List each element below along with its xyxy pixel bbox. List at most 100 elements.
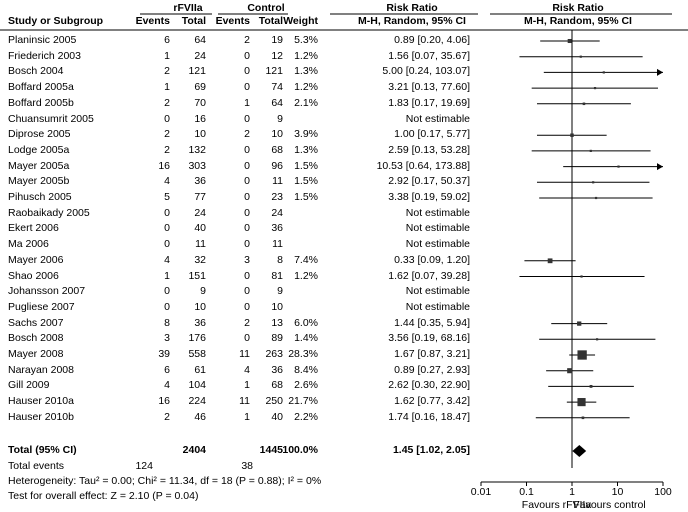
study-total2: 19 [271, 34, 283, 47]
point-estimate-marker [582, 417, 585, 420]
study-events1: 2 [164, 411, 170, 424]
study-events2: 0 [244, 81, 250, 94]
study-events2: 2 [244, 317, 250, 330]
study-name: Mayer 2005a [8, 160, 69, 173]
point-estimate-marker [577, 321, 581, 325]
study-weight: 1.5% [294, 191, 318, 204]
point-estimate-marker [595, 197, 597, 199]
study-total1: 558 [188, 348, 206, 361]
study-weight: 2.2% [294, 411, 318, 424]
total-label: Total (95% CI) [8, 444, 77, 457]
study-ci-text: 3.38 [0.19, 59.02] [388, 191, 470, 204]
study-events2: 0 [244, 50, 250, 63]
study-ci-text: Not estimable [406, 238, 470, 251]
study-total1: 64 [194, 34, 206, 47]
point-estimate-marker [548, 258, 553, 263]
study-total1: 176 [188, 332, 206, 345]
study-events2: 0 [244, 238, 250, 251]
study-events1: 4 [164, 379, 170, 392]
total-ci-text: 1.45 [1.02, 2.05] [393, 444, 470, 457]
study-total2: 36 [271, 364, 283, 377]
study-events1: 0 [164, 207, 170, 220]
study-total2: 250 [265, 395, 283, 408]
study-total1: 132 [188, 144, 206, 157]
study-events2: 2 [244, 34, 250, 47]
study-weight: 28.3% [288, 348, 318, 361]
study-total1: 69 [194, 81, 206, 94]
study-name: Gill 2009 [8, 379, 49, 392]
study-total2: 40 [271, 411, 283, 424]
study-events1: 0 [164, 285, 170, 298]
ci-arrow [657, 163, 663, 170]
point-estimate-marker [583, 103, 586, 106]
study-total2: 9 [277, 285, 283, 298]
study-events1: 3 [164, 332, 170, 345]
study-weight: 1.3% [294, 144, 318, 157]
total-events-label: Total events [8, 460, 64, 473]
study-total2: 74 [271, 81, 283, 94]
study-ci-text: 1.62 [0.07, 39.28] [388, 270, 470, 283]
study-total1: 121 [188, 65, 206, 78]
study-events2: 4 [244, 364, 250, 377]
ci-arrow [657, 69, 663, 76]
study-ci-text: 0.33 [0.09, 1.20] [394, 254, 470, 267]
study-ci-text: Not estimable [406, 113, 470, 126]
study-ci-text: 2.92 [0.17, 50.37] [388, 175, 470, 188]
study-weight: 1.4% [294, 332, 318, 345]
study-events2: 0 [244, 175, 250, 188]
total-n2: 1445 [260, 444, 283, 457]
study-total1: 303 [188, 160, 206, 173]
study-total1: 77 [194, 191, 206, 204]
total-weight: 100.0% [282, 444, 318, 457]
x-tick-label: 100 [583, 486, 688, 499]
study-total1: 36 [194, 175, 206, 188]
total-events2: 38 [241, 460, 253, 473]
study-name: Pihusch 2005 [8, 191, 72, 204]
col-header-total1: Total [182, 15, 206, 28]
study-events1: 0 [164, 301, 170, 314]
study-weight: 2.6% [294, 379, 318, 392]
study-events1: 0 [164, 222, 170, 235]
study-name: Boffard 2005a [8, 81, 74, 94]
study-ci-text: 1.00 [0.17, 5.77] [394, 128, 470, 141]
study-total2: 64 [271, 97, 283, 110]
study-total2: 11 [272, 175, 283, 188]
study-events2: 2 [244, 128, 250, 141]
study-total1: 70 [194, 97, 206, 110]
study-weight: 3.9% [294, 128, 318, 141]
study-total2: 12 [271, 50, 283, 63]
study-total1: 24 [194, 207, 206, 220]
study-weight: 6.0% [294, 317, 318, 330]
study-total2: 263 [265, 348, 283, 361]
study-ci-text: 0.89 [0.20, 4.06] [394, 34, 470, 47]
group-header-rr-right: Risk Ratio [498, 2, 658, 15]
study-total1: 224 [188, 395, 206, 408]
study-events2: 0 [244, 65, 250, 78]
study-events1: 2 [164, 65, 170, 78]
study-total1: 36 [194, 317, 206, 330]
study-ci-text: 1.56 [0.07, 35.67] [388, 50, 470, 63]
heterogeneity-text: Heterogeneity: Tau² = 0.00; Chi² = 11.34… [8, 475, 321, 488]
study-total1: 40 [194, 222, 206, 235]
col-header-method-right: M-H, Random, 95% CI [498, 15, 658, 28]
study-ci-text: Not estimable [406, 301, 470, 314]
study-total2: 11 [272, 238, 283, 251]
study-total1: 9 [200, 285, 206, 298]
study-events1: 2 [164, 97, 170, 110]
study-name: Mayer 2008 [8, 348, 63, 361]
study-events2: 3 [244, 254, 250, 267]
study-events2: 0 [244, 207, 250, 220]
point-estimate-marker [580, 275, 582, 277]
study-name: Ma 2006 [8, 238, 49, 251]
study-ci-text: 1.67 [0.87, 3.21] [394, 348, 470, 361]
study-name: Planinsic 2005 [8, 34, 76, 47]
study-total2: 81 [271, 270, 283, 283]
study-events1: 39 [158, 348, 170, 361]
point-estimate-marker [577, 398, 585, 406]
study-ci-text: 1.74 [0.16, 18.47] [388, 411, 470, 424]
study-weight: 2.1% [294, 97, 318, 110]
study-ci-text: 1.62 [0.77, 3.42] [394, 395, 470, 408]
study-weight: 7.4% [294, 254, 318, 267]
overall-effect-text: Test for overall effect: Z = 2.10 (P = 0… [8, 490, 198, 503]
study-total1: 61 [194, 364, 206, 377]
